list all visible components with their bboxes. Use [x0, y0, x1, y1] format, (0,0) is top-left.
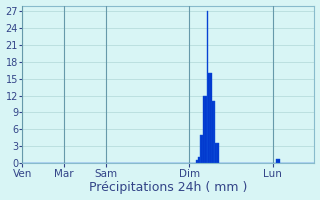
Bar — [196, 160, 198, 163]
Bar — [276, 159, 278, 163]
Bar — [213, 101, 215, 163]
Bar — [205, 96, 207, 163]
Bar — [278, 159, 280, 163]
Bar — [198, 157, 200, 163]
Bar — [217, 143, 219, 163]
Bar — [212, 101, 213, 163]
Bar — [203, 96, 205, 163]
Bar — [210, 73, 212, 163]
X-axis label: Précipitations 24h ( mm ): Précipitations 24h ( mm ) — [89, 181, 248, 194]
Bar — [201, 135, 203, 163]
Bar — [215, 143, 217, 163]
Bar — [200, 135, 201, 163]
Bar — [207, 11, 208, 163]
Bar — [208, 73, 210, 163]
